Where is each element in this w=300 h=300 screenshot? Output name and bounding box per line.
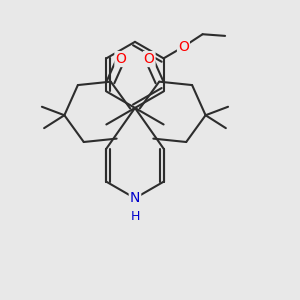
Text: O: O xyxy=(116,52,126,66)
Text: O: O xyxy=(144,52,154,66)
Text: N: N xyxy=(130,191,140,205)
Text: O: O xyxy=(178,40,189,54)
Text: H: H xyxy=(130,210,140,223)
